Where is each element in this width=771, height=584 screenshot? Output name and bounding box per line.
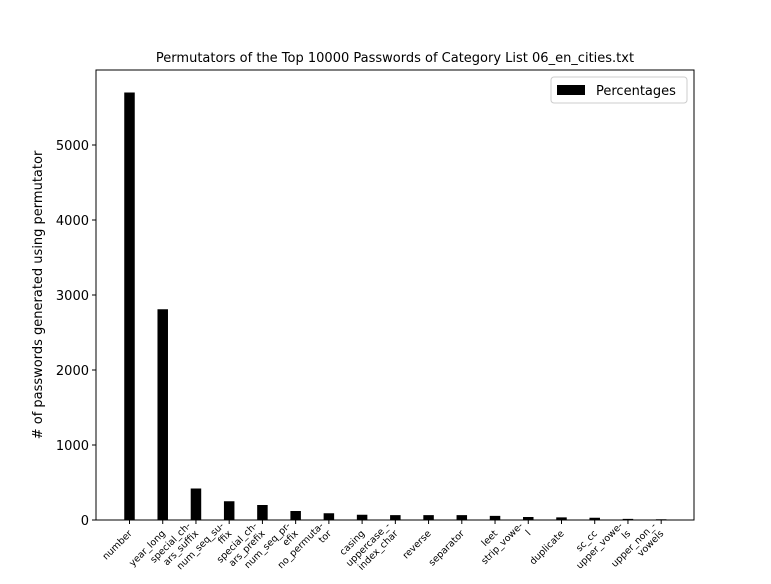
bar [257, 505, 268, 520]
bar [190, 488, 202, 520]
bar [356, 514, 368, 520]
y-tick-label: 1000 [56, 439, 89, 454]
y-tick-label: 5000 [56, 139, 89, 154]
bar [290, 511, 301, 520]
legend: Percentages [550, 76, 688, 104]
bar [622, 518, 634, 520]
y-tick-label: 0 [81, 514, 89, 529]
bar [124, 92, 135, 520]
y-tick-label: 4000 [56, 214, 89, 229]
bar [456, 515, 468, 520]
bar [157, 309, 168, 520]
y-tick-label: 2000 [56, 364, 89, 379]
y-axis-label: # of passwords generated using permutato… [31, 150, 46, 439]
legend-swatch [557, 85, 585, 95]
chart-title: Permutators of the Top 10000 Passwords o… [156, 51, 634, 66]
bar [589, 517, 600, 520]
bar [223, 501, 235, 520]
bar [489, 515, 501, 520]
bar [423, 515, 434, 520]
legend-label: Percentages [596, 84, 676, 99]
bar [523, 517, 534, 520]
bar [323, 513, 335, 520]
legend-box [550, 76, 688, 104]
y-tick-label: 3000 [56, 289, 89, 304]
bar [390, 515, 401, 520]
bar [556, 517, 567, 520]
bar [655, 519, 667, 520]
